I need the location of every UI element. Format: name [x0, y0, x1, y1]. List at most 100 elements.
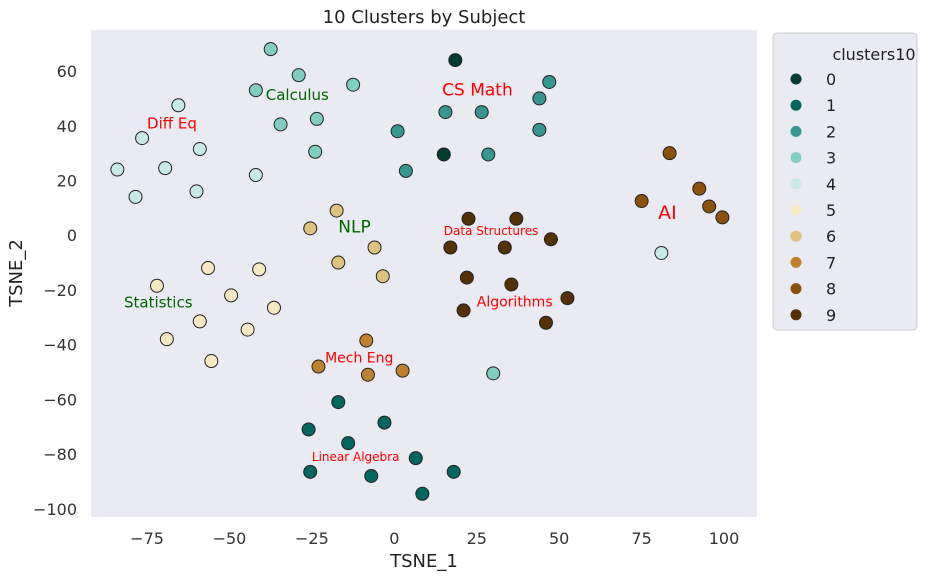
y-tick-label: −60	[43, 390, 77, 409]
cluster-9-point	[504, 277, 519, 292]
y-axis-label: TSNE_2	[6, 239, 27, 308]
cluster-1-point	[303, 464, 318, 479]
cluster-5-point	[266, 300, 281, 315]
cluster-7-point	[311, 359, 326, 374]
legend-marker-3	[790, 152, 802, 164]
cluster-8-point	[634, 193, 649, 208]
annotation-label: Linear Algebra	[312, 450, 400, 464]
cluster-4-point	[135, 131, 150, 146]
cluster-9-point	[543, 232, 558, 247]
cluster-3-point	[308, 144, 323, 159]
x-tick-label: 25	[467, 529, 487, 548]
legend-label-6: 6	[826, 227, 836, 246]
y-tick-label: −40	[43, 336, 77, 355]
cluster-5-point	[224, 288, 239, 303]
scatter-marks	[110, 42, 730, 501]
cluster-1-point	[446, 464, 461, 479]
cluster-9-point	[443, 240, 458, 255]
annotation-label: Calculus	[266, 86, 329, 104]
cluster-9-point	[538, 315, 553, 330]
cluster-8-point	[715, 210, 730, 225]
chart-title: 10 Clusters by Subject	[323, 7, 526, 28]
cluster-3-point	[309, 111, 324, 126]
cluster-1-point	[341, 436, 356, 451]
cluster-1-point	[377, 415, 392, 430]
y-tick-label: 40	[57, 117, 77, 136]
legend-marker-8	[790, 283, 802, 295]
legend-label-5: 5	[826, 201, 836, 220]
cluster-2-point	[438, 105, 453, 120]
cluster-4-point	[110, 162, 125, 177]
y-tick-label: 0	[67, 226, 77, 245]
x-tick-label: −50	[213, 529, 247, 548]
legend-marker-2	[790, 125, 802, 137]
cluster-5-point	[201, 261, 216, 276]
cluster-5-point	[149, 278, 164, 293]
cluster-8-point	[692, 181, 707, 196]
legend-marker-5	[790, 204, 802, 216]
cluster-5-point	[204, 354, 219, 369]
cluster-7-point	[395, 363, 410, 378]
cluster-2-point	[532, 122, 547, 137]
annotation-label: Mech Eng	[325, 350, 393, 366]
cluster-4-point	[189, 184, 204, 199]
cluster-9-point	[459, 270, 474, 285]
cluster-6-point	[375, 269, 390, 284]
legend-label-4: 4	[826, 175, 836, 194]
cluster-4-point	[171, 98, 186, 113]
x-tick-label: 0	[389, 529, 399, 548]
x-axis-ticks: −75 −50 −25 0 25 50 75 100	[130, 529, 739, 548]
legend-label-0: 0	[826, 70, 836, 89]
x-tick-label: 75	[631, 529, 651, 548]
legend-marker-6	[790, 230, 802, 242]
cluster-5-point	[240, 322, 255, 337]
annotation-label: AI	[658, 202, 677, 224]
legend-marker-9	[790, 309, 802, 321]
cluster-2-point	[390, 124, 405, 139]
y-tick-label: 60	[57, 62, 77, 81]
cluster-annotations: CS Math Calculus Diff Eq NLP Data Structures…	[124, 81, 677, 464]
cluster-5-point	[159, 332, 174, 347]
cluster-2-point	[532, 91, 547, 106]
x-tick-label: −75	[130, 529, 164, 548]
cluster-0-point	[436, 147, 451, 162]
cluster-4-point	[192, 142, 207, 157]
x-axis-label: TSNE_1	[389, 551, 458, 572]
annotation-label: Statistics	[124, 294, 193, 312]
cluster-6-point	[331, 255, 346, 270]
legend-label-1: 1	[826, 96, 836, 115]
cluster-2-point	[481, 147, 496, 162]
cluster-3-point	[263, 42, 278, 57]
cluster-2-point	[474, 105, 489, 120]
legend-title: clusters10	[832, 45, 915, 64]
cluster-2-point	[542, 74, 557, 89]
legend: clusters10 0 1 2 3 4 5 6 7 8 9	[772, 32, 918, 331]
cluster-8-point	[662, 146, 677, 161]
cluster-9-point	[560, 291, 575, 306]
cluster-6-point	[329, 203, 344, 218]
annotation-label: NLP	[338, 217, 370, 237]
legend-label-9: 9	[826, 306, 836, 325]
cluster-3-point	[346, 77, 361, 92]
cluster-2-point	[398, 163, 413, 178]
cluster-9-point	[497, 240, 512, 255]
legend-label-7: 7	[826, 253, 836, 272]
legend-label-2: 2	[826, 122, 836, 141]
y-tick-label: −100	[33, 500, 77, 519]
cluster-3-point	[273, 117, 288, 132]
cluster-4-point	[654, 245, 669, 260]
legend-marker-1	[790, 99, 802, 111]
cluster-4-point	[248, 168, 263, 183]
y-tick-label: 20	[57, 171, 77, 190]
legend-label-8: 8	[826, 280, 836, 299]
cluster-5-point	[252, 262, 267, 277]
annotation-label: Diff Eq	[147, 114, 197, 132]
legend-marker-0	[790, 73, 802, 85]
cluster-1-point	[364, 468, 379, 483]
cluster-3-point	[291, 68, 306, 83]
cluster-1-point	[301, 422, 316, 437]
plot-background	[91, 30, 757, 517]
y-tick-label: −80	[43, 445, 77, 464]
legend-marker-7	[790, 256, 802, 268]
